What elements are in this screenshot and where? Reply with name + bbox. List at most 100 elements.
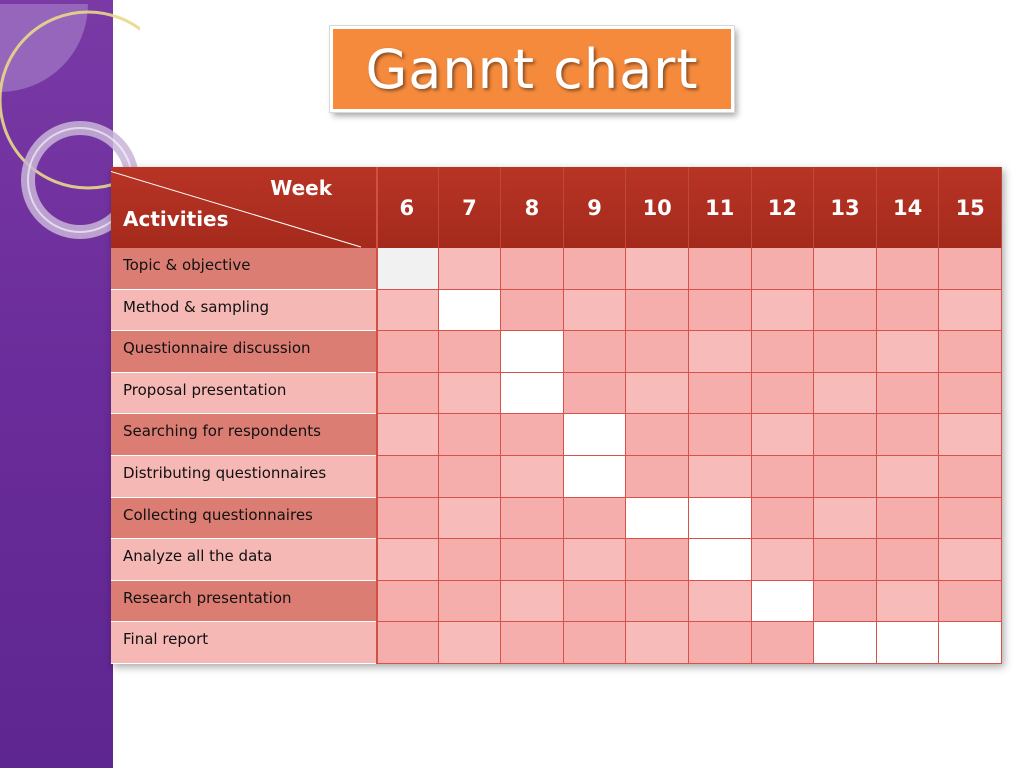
gantt-cell	[876, 456, 940, 498]
activity-label: Final report	[111, 622, 376, 664]
header-activity-cell: Week Activities	[111, 167, 376, 248]
gantt-active-cell	[563, 456, 627, 498]
gantt-active-cell	[689, 539, 752, 581]
gantt-cell	[876, 248, 940, 290]
gantt-cell	[626, 622, 689, 664]
gantt-cell	[751, 622, 815, 664]
gantt-cell	[751, 539, 815, 581]
gantt-cell	[939, 372, 1002, 415]
gantt-cell	[939, 248, 1002, 290]
gantt-cell	[376, 622, 439, 664]
gantt-cell	[626, 414, 689, 456]
gantt-cell	[626, 539, 689, 581]
gantt-active-cell	[626, 497, 689, 540]
week-header-12: 12	[751, 167, 815, 248]
gantt-cell	[876, 372, 940, 415]
gantt-cell	[376, 539, 439, 581]
week-header-10: 10	[626, 167, 689, 248]
gantt-cell	[751, 248, 815, 290]
gantt-active-cell	[751, 580, 815, 623]
activity-label: Topic & objective	[111, 248, 376, 290]
gantt-cell	[563, 580, 627, 623]
gantt-cell	[814, 372, 877, 415]
gantt-cell	[876, 331, 940, 373]
gantt-cell	[438, 414, 502, 456]
grid-left-border	[376, 167, 378, 664]
gantt-cell	[876, 289, 940, 332]
gantt-cell	[751, 456, 815, 498]
gantt-active-cell	[501, 331, 564, 373]
title-box: Gannt chart	[330, 26, 734, 112]
gantt-cell	[689, 622, 752, 664]
gantt-cell	[438, 497, 502, 540]
gantt-cell	[626, 456, 689, 498]
gantt-cell	[501, 497, 564, 540]
gantt-cell	[876, 414, 940, 456]
gantt-cell	[376, 331, 439, 373]
gantt-cell	[751, 372, 815, 415]
activity-label: Research presentation	[111, 580, 376, 623]
gantt-cell	[876, 539, 940, 581]
gantt-cell	[689, 372, 752, 415]
gantt-cell	[814, 539, 877, 581]
gantt-cell	[814, 414, 877, 456]
week-header-15: 15	[939, 167, 1002, 248]
gantt-cell	[939, 456, 1002, 498]
gantt-cell	[751, 414, 815, 456]
gantt-cell	[939, 289, 1002, 332]
gantt-cell	[689, 248, 752, 290]
gantt-cell	[814, 289, 877, 332]
gantt-cell	[563, 539, 627, 581]
gantt-cell	[438, 456, 502, 498]
activity-label: Collecting questionnaires	[111, 497, 376, 540]
gantt-cell	[438, 372, 502, 415]
gantt-cell	[501, 289, 564, 332]
gantt-cell	[501, 539, 564, 581]
gantt-cell	[814, 580, 877, 623]
header-activities-label: Activities	[123, 207, 229, 231]
gantt-cell	[939, 580, 1002, 623]
gantt-cell	[689, 331, 752, 373]
gantt-cell	[438, 622, 502, 664]
gantt-cell	[814, 248, 877, 290]
gantt-cell	[751, 289, 815, 332]
gantt-cell	[626, 248, 689, 290]
gantt-cell	[501, 622, 564, 664]
week-header-7: 7	[438, 167, 502, 248]
activity-label: Proposal presentation	[111, 372, 376, 415]
week-header-8: 8	[501, 167, 564, 248]
gantt-cell	[438, 580, 502, 623]
gantt-cell	[751, 331, 815, 373]
gantt-cell	[376, 497, 439, 540]
gantt-cell	[438, 331, 502, 373]
gantt-cell	[626, 372, 689, 415]
gantt-active-cell	[876, 622, 940, 664]
page-title: Gannt chart	[365, 37, 699, 101]
gantt-active-cell	[438, 289, 502, 332]
gantt-cell	[814, 331, 877, 373]
gantt-cell	[876, 580, 940, 623]
week-header-14: 14	[876, 167, 940, 248]
gantt-cell	[689, 289, 752, 332]
gantt-cell	[626, 580, 689, 623]
gantt-cell	[751, 497, 815, 540]
gantt-cell	[814, 497, 877, 540]
gantt-cell	[501, 580, 564, 623]
gantt-cell	[501, 456, 564, 498]
gantt-cell	[939, 331, 1002, 373]
gantt-cell	[689, 580, 752, 623]
gantt-cell	[563, 497, 627, 540]
gantt-cell	[689, 456, 752, 498]
gantt-active-cell	[689, 497, 752, 540]
gantt-cell	[376, 289, 439, 332]
gantt-cell	[939, 497, 1002, 540]
gantt-cell	[563, 331, 627, 373]
gantt-cell	[626, 289, 689, 332]
gantt-cell	[563, 622, 627, 664]
gantt-cell	[438, 539, 502, 581]
gantt-cell	[376, 372, 439, 415]
gantt-active-cell	[376, 248, 439, 290]
gantt-cell	[563, 248, 627, 290]
activity-label: Searching for respondents	[111, 414, 376, 456]
